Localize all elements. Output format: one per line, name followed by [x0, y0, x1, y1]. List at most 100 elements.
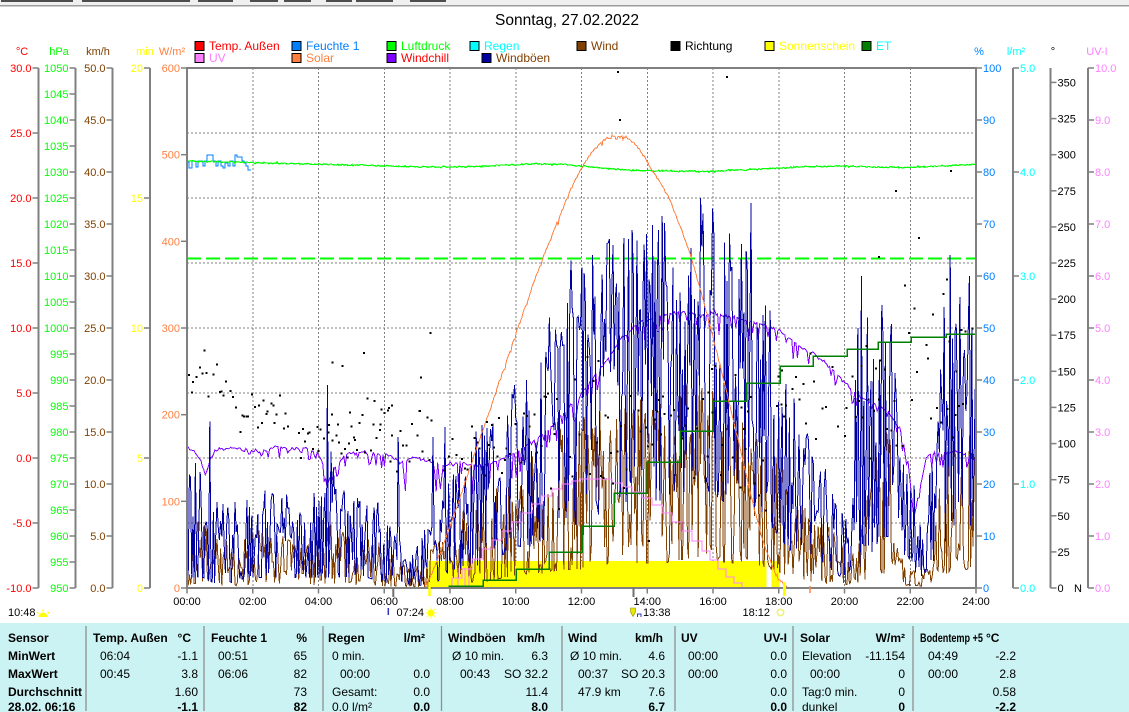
svg-text:18:00: 18:00 — [765, 596, 793, 608]
svg-text:8.0: 8.0 — [1095, 167, 1110, 179]
svg-text:70: 70 — [983, 219, 995, 231]
svg-text:dunkel: dunkel — [802, 700, 837, 712]
svg-text:00:00: 00:00 — [688, 667, 718, 681]
svg-text:20.0: 20.0 — [10, 193, 31, 205]
svg-text:0.0: 0.0 — [770, 685, 787, 699]
svg-text:100: 100 — [1058, 439, 1076, 451]
svg-text:7.6: 7.6 — [648, 685, 665, 699]
svg-text:955: 955 — [50, 557, 68, 569]
svg-text:km/h: km/h — [635, 631, 663, 645]
svg-text:1040: 1040 — [44, 115, 68, 127]
svg-text:50: 50 — [1058, 511, 1070, 523]
svg-text:00:45: 00:45 — [100, 667, 130, 681]
svg-text:14:00: 14:00 — [633, 596, 661, 608]
svg-text:65: 65 — [294, 649, 308, 663]
svg-text:SO 32.2: SO 32.2 — [504, 667, 548, 681]
svg-text:300: 300 — [162, 323, 180, 335]
svg-text:5: 5 — [137, 453, 143, 465]
svg-text:11.4: 11.4 — [526, 685, 549, 699]
svg-text:Sensor: Sensor — [8, 631, 49, 645]
svg-text:82: 82 — [294, 700, 308, 712]
svg-text:4.6: 4.6 — [648, 649, 665, 663]
svg-text:Sonnenschein: Sonnenschein — [779, 39, 855, 53]
svg-text:20: 20 — [131, 63, 143, 75]
svg-text:47.9 km: 47.9 km — [578, 685, 621, 699]
svg-text:4.0: 4.0 — [1095, 375, 1110, 387]
svg-text:1005: 1005 — [44, 297, 68, 309]
svg-text:16:00: 16:00 — [699, 596, 727, 608]
svg-text:1035: 1035 — [44, 141, 68, 153]
svg-text:N: N — [1074, 583, 1082, 595]
svg-text:0.0: 0.0 — [16, 453, 31, 465]
svg-text:1030: 1030 — [44, 167, 68, 179]
svg-text:10: 10 — [131, 323, 143, 335]
svg-text:5.0: 5.0 — [1020, 63, 1035, 75]
svg-text:00:00: 00:00 — [928, 667, 958, 681]
svg-text:0.0: 0.0 — [1020, 583, 1035, 595]
svg-text:Wind: Wind — [568, 631, 597, 645]
svg-text:25.0: 25.0 — [84, 323, 105, 335]
svg-text:60: 60 — [983, 271, 995, 283]
svg-text:15.0: 15.0 — [84, 427, 105, 439]
svg-text:-11.154: -11.154 — [865, 649, 905, 663]
svg-text:-10.0: -10.0 — [6, 583, 31, 595]
svg-text:970: 970 — [50, 479, 68, 491]
svg-text:Solar: Solar — [306, 51, 334, 65]
svg-text:%: % — [296, 631, 307, 645]
svg-text:-2.2: -2.2 — [995, 700, 1016, 712]
svg-text:1.60: 1.60 — [175, 685, 199, 699]
svg-text:30: 30 — [983, 427, 995, 439]
svg-text:0.0: 0.0 — [1095, 583, 1110, 595]
svg-text:1020: 1020 — [44, 219, 68, 231]
svg-text:0: 0 — [898, 685, 905, 699]
svg-text:1.0: 1.0 — [1095, 531, 1110, 543]
svg-text:Ø 10 min.: Ø 10 min. — [452, 649, 504, 663]
svg-text:30.0: 30.0 — [84, 271, 105, 283]
svg-text:28.02. 06:16: 28.02. 06:16 — [8, 700, 76, 712]
svg-text:ET: ET — [876, 39, 892, 53]
svg-text:°C: °C — [178, 631, 192, 645]
svg-text:Windböen: Windböen — [448, 631, 506, 645]
svg-text:0: 0 — [137, 583, 143, 595]
svg-text:Feuchte 1: Feuchte 1 — [211, 631, 267, 645]
svg-text:1050: 1050 — [44, 63, 68, 75]
svg-text:Feuchte 1: Feuchte 1 — [306, 39, 360, 53]
svg-text:200: 200 — [162, 410, 180, 422]
svg-text:06:06: 06:06 — [218, 667, 248, 681]
svg-text:°C: °C — [16, 46, 28, 58]
svg-text:40: 40 — [983, 375, 995, 387]
svg-text:9.0: 9.0 — [1095, 115, 1110, 127]
svg-text:5.0: 5.0 — [16, 388, 31, 400]
svg-text:6.3: 6.3 — [531, 649, 548, 663]
svg-text:3.0: 3.0 — [1095, 427, 1110, 439]
svg-text:3.0: 3.0 — [1020, 271, 1035, 283]
svg-text:00:00: 00:00 — [340, 667, 370, 681]
svg-text:50.0: 50.0 — [84, 63, 105, 75]
svg-text:Tag:0 min.: Tag:0 min. — [802, 685, 857, 699]
svg-text:06:04: 06:04 — [100, 649, 130, 663]
svg-text:600: 600 — [162, 63, 180, 75]
svg-text:1025: 1025 — [44, 193, 68, 205]
svg-text:0.0: 0.0 — [90, 583, 105, 595]
svg-text:UV: UV — [209, 51, 226, 65]
svg-text:00:43: 00:43 — [460, 667, 490, 681]
svg-text:960: 960 — [50, 531, 68, 543]
svg-text:1000: 1000 — [44, 323, 68, 335]
svg-text:Luftdruck: Luftdruck — [401, 39, 451, 53]
svg-text:04:49: 04:49 — [928, 649, 958, 663]
svg-text:00:00: 00:00 — [688, 649, 718, 663]
svg-text:0: 0 — [898, 667, 905, 681]
svg-text:Elevation: Elevation — [802, 649, 851, 663]
svg-text:Ø 10 min.: Ø 10 min. — [570, 649, 622, 663]
svg-text:400: 400 — [162, 236, 180, 248]
svg-text:Bodentemp +5: Bodentemp +5 — [920, 631, 983, 645]
svg-text:10:00: 10:00 — [502, 596, 530, 608]
svg-text:Durchschnitt: Durchschnitt — [8, 685, 82, 699]
svg-text:90: 90 — [983, 115, 995, 127]
svg-text:07:24: 07:24 — [396, 607, 424, 619]
svg-text:Windböen: Windböen — [496, 51, 550, 65]
svg-text:-2.2: -2.2 — [995, 649, 1016, 663]
svg-text:00:00: 00:00 — [810, 667, 840, 681]
svg-text:min: min — [136, 46, 154, 58]
svg-text:0: 0 — [898, 700, 905, 712]
